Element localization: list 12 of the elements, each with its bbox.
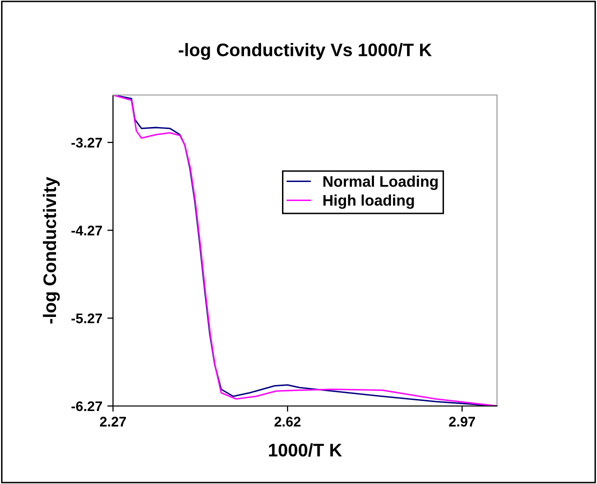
legend-label: Normal Loading [323, 176, 438, 190]
y-tick-label: -6.27 [71, 401, 102, 412]
y-tick-label: -4.27 [71, 226, 102, 236]
x-tick-label: 2.97 [449, 416, 475, 427]
legend-label: High loading [323, 194, 414, 209]
y-axis-title: -log Conductivity [42, 176, 60, 324]
x-tick-label: 2.62 [274, 416, 301, 427]
y-tick-label: -3.27 [71, 138, 102, 148]
x-axis-title: 1000/T K [269, 443, 342, 457]
chart-title: -log Conductivity Vs 1000/T K [178, 43, 432, 60]
y-tick-label: -5.27 [71, 313, 102, 324]
x-tick-label: 2.27 [100, 416, 126, 426]
